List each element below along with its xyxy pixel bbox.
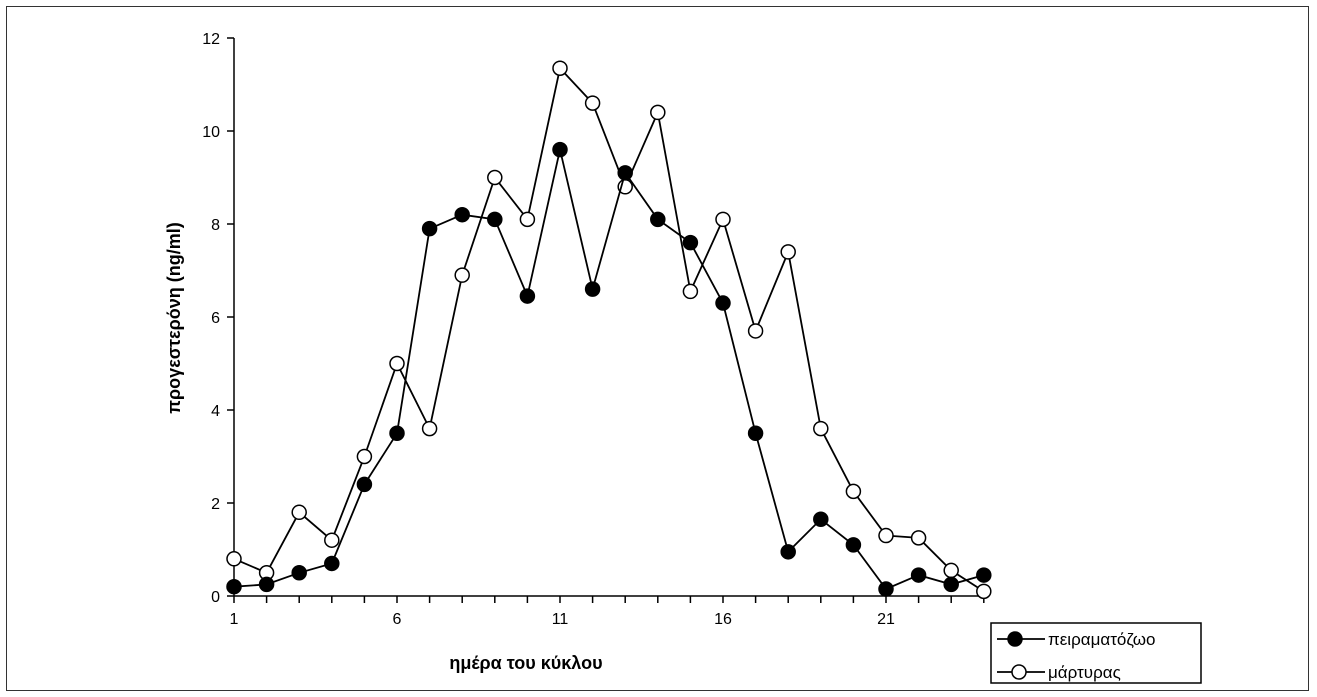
- series-1: [226, 141, 992, 597]
- data-point: [454, 267, 470, 283]
- data-point: [454, 206, 470, 223]
- legend: πειραματόζωο μάρτυρας: [990, 622, 1202, 684]
- series-line: [233, 149, 985, 591]
- data-point: [813, 420, 829, 437]
- data-point: [682, 234, 699, 251]
- data-point: [584, 95, 601, 111]
- legend-entry-1: πειραματόζωο: [997, 630, 1155, 649]
- series-2: [226, 60, 992, 600]
- data-point: [291, 565, 307, 581]
- y-tick-label: 0: [211, 589, 220, 606]
- data-point: [291, 504, 307, 521]
- data-point: [226, 578, 242, 595]
- y-tick-label: 8: [211, 217, 220, 234]
- data-point: [421, 220, 438, 237]
- data-point: [258, 576, 275, 593]
- series-line: [233, 66, 985, 593]
- legend-marker-2: [1011, 664, 1027, 680]
- data-point: [943, 562, 959, 579]
- data-point: [747, 323, 764, 339]
- data-point: [421, 420, 438, 437]
- data-point: [389, 425, 405, 441]
- data-point: [324, 555, 340, 572]
- y-axis-title: προγεστερόνη (ng/ml): [164, 222, 184, 413]
- data-point: [324, 532, 340, 548]
- data-point: [682, 283, 699, 300]
- data-point: [552, 141, 568, 158]
- data-point: [943, 576, 959, 593]
- y-ticks: 0 2 4 6 8 10 12: [202, 31, 234, 606]
- x-axis-title: ημέρα του κύκλου: [449, 653, 602, 673]
- data-point: [910, 530, 927, 546]
- data-point: [519, 211, 536, 228]
- data-point: [715, 211, 731, 228]
- data-point: [813, 511, 829, 528]
- y-tick-label: 6: [211, 310, 220, 327]
- x-ticks: 1 6 11 16 21: [230, 596, 985, 628]
- x-tick-label: 11: [552, 611, 569, 628]
- data-point: [389, 355, 405, 372]
- legend-label-1: πειραματόζωο: [1048, 630, 1155, 649]
- y-tick-label: 2: [211, 496, 220, 513]
- legend-marker-1: [1007, 631, 1023, 647]
- chart-frame: [6, 6, 1309, 691]
- data-point: [226, 551, 242, 567]
- data-point: [747, 425, 764, 441]
- data-point: [519, 288, 536, 304]
- data-point: [617, 165, 633, 181]
- data-point: [976, 567, 992, 583]
- x-tick-label: 6: [393, 611, 402, 628]
- y-tick-label: 10: [202, 124, 220, 141]
- data-point: [910, 567, 927, 583]
- x-tick-label: 16: [714, 611, 732, 628]
- x-tick-label: 21: [877, 611, 895, 628]
- data-point: [780, 544, 796, 560]
- data-point: [715, 295, 731, 311]
- data-point: [878, 581, 894, 597]
- data-point: [552, 60, 568, 76]
- data-point: [650, 104, 666, 121]
- data-point: [845, 537, 862, 553]
- data-point: [356, 448, 373, 465]
- legend-entry-2: μάρτυρας: [997, 663, 1121, 682]
- data-point: [487, 169, 503, 186]
- x-tick-label: 1: [230, 611, 239, 628]
- legend-label-2: μάρτυρας: [1048, 663, 1121, 682]
- data-point: [584, 281, 601, 297]
- y-tick-label: 4: [211, 403, 220, 420]
- data-point: [487, 211, 503, 228]
- data-point: [650, 211, 666, 228]
- y-tick-label: 12: [202, 31, 220, 48]
- data-point: [845, 483, 862, 500]
- data-point: [780, 244, 796, 260]
- series-layer: [226, 60, 992, 600]
- data-point: [878, 527, 894, 544]
- data-point: [976, 583, 992, 600]
- data-point: [356, 476, 373, 493]
